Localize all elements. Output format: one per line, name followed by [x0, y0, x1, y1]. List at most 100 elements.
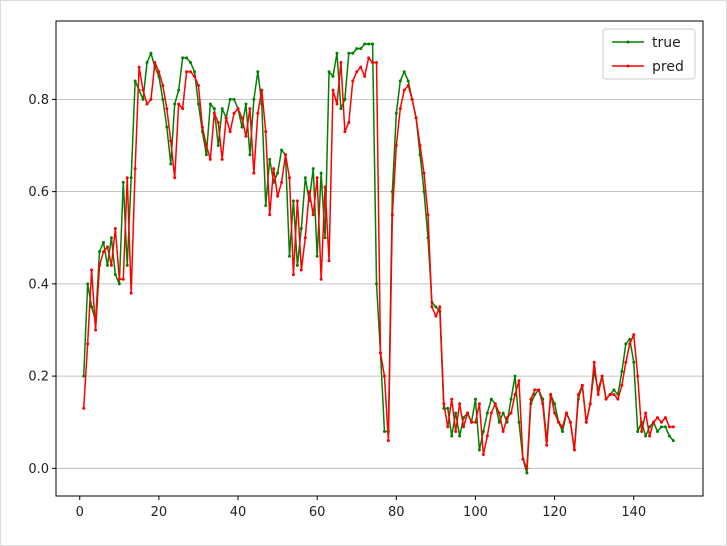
data-point-pred [402, 88, 406, 92]
data-point-pred [260, 88, 264, 92]
legend-label-true: true [652, 35, 681, 51]
data-point-pred [323, 185, 327, 189]
data-point-true [208, 102, 212, 106]
data-point-true [145, 61, 149, 64]
data-point-pred [311, 213, 315, 217]
data-point-pred [359, 65, 363, 69]
data-point-pred [268, 213, 272, 217]
data-point-pred [367, 56, 371, 60]
x-tick-label: 100 [463, 505, 488, 520]
data-point-true [185, 56, 189, 60]
data-point-true [169, 162, 173, 166]
data-point-true [212, 107, 216, 111]
data-point-pred [513, 393, 517, 397]
data-point-pred [576, 393, 580, 397]
data-point-pred [470, 420, 473, 424]
data-point-pred [489, 411, 493, 415]
x-tick-label: 80 [388, 505, 405, 520]
data-point-true [193, 70, 196, 74]
data-point-pred [252, 171, 256, 175]
data-point-true [291, 199, 295, 203]
data-point-true [446, 406, 450, 410]
x-tick-label: 120 [542, 505, 567, 520]
data-point-true [165, 125, 169, 129]
data-point-pred [557, 420, 561, 424]
data-point-pred [339, 61, 343, 64]
data-point-true [327, 70, 331, 74]
data-point-pred [564, 411, 568, 415]
data-point-true [671, 439, 675, 443]
plot-area-frame [55, 20, 704, 497]
data-point-true [113, 273, 117, 277]
data-point-true [109, 236, 113, 240]
data-point-pred [113, 227, 117, 231]
data-point-true [196, 102, 200, 106]
data-point-pred [620, 383, 624, 387]
data-point-pred [137, 65, 141, 69]
data-point-pred [659, 420, 663, 424]
data-point-pred [632, 333, 636, 337]
data-point-pred [109, 263, 113, 267]
x-tick-label: 20 [151, 505, 168, 520]
data-point-pred [280, 180, 284, 184]
data-point-pred [485, 434, 489, 438]
data-point-pred [105, 245, 109, 249]
data-point-true [86, 282, 90, 286]
data-point-pred [612, 393, 616, 397]
data-point-pred [462, 425, 466, 429]
data-point-true [371, 42, 375, 46]
data-point-pred [121, 277, 125, 281]
data-point-true [509, 397, 513, 401]
data-point-true [315, 254, 319, 258]
data-point-pred [375, 61, 379, 64]
data-point-pred [291, 273, 295, 277]
data-point-pred [545, 443, 549, 447]
data-point-true [620, 369, 624, 373]
data-point-pred [541, 402, 545, 406]
data-point-true [129, 176, 133, 180]
data-point-true [481, 429, 485, 433]
data-point-true [133, 79, 137, 83]
data-point-pred [331, 88, 335, 92]
data-point-pred [537, 388, 541, 392]
data-point-true [489, 397, 493, 401]
data-point-pred [434, 314, 438, 318]
data-point-pred [141, 88, 145, 92]
data-point-pred [98, 263, 102, 267]
legend-marker-true [626, 40, 630, 44]
data-point-pred [386, 439, 390, 443]
data-point-pred [299, 268, 303, 272]
data-point-pred [667, 425, 671, 429]
data-point-true [105, 263, 109, 267]
data-point-pred [568, 420, 572, 424]
data-point-true [232, 97, 236, 101]
data-point-true [636, 429, 640, 433]
data-point-pred [149, 97, 153, 101]
x-axis: 0 20 40 60 80 100 120 140 [76, 496, 646, 520]
y-tick-label: 0.8 [28, 93, 49, 108]
data-point-pred [204, 144, 208, 148]
data-point-true [295, 263, 299, 267]
data-point-pred [533, 388, 537, 392]
data-point-pred [493, 402, 497, 406]
data-point-true [561, 429, 565, 433]
data-point-pred [272, 167, 276, 171]
data-point-true [252, 97, 256, 101]
data-point-true [533, 393, 537, 397]
data-point-true [355, 47, 359, 51]
data-point-pred [521, 457, 525, 461]
series-pred [82, 56, 675, 470]
data-point-pred [228, 130, 232, 134]
data-point-true [497, 420, 501, 424]
data-point-pred [161, 84, 165, 88]
data-point-pred [173, 176, 177, 180]
data-point-pred [200, 125, 204, 129]
data-point-pred [382, 374, 386, 378]
data-point-pred [193, 74, 196, 78]
data-point-pred [580, 383, 584, 387]
data-point-pred [505, 416, 509, 420]
data-point-true [644, 434, 648, 438]
data-point-pred [363, 74, 367, 78]
data-point-true [659, 425, 663, 429]
data-point-pred [351, 79, 355, 83]
